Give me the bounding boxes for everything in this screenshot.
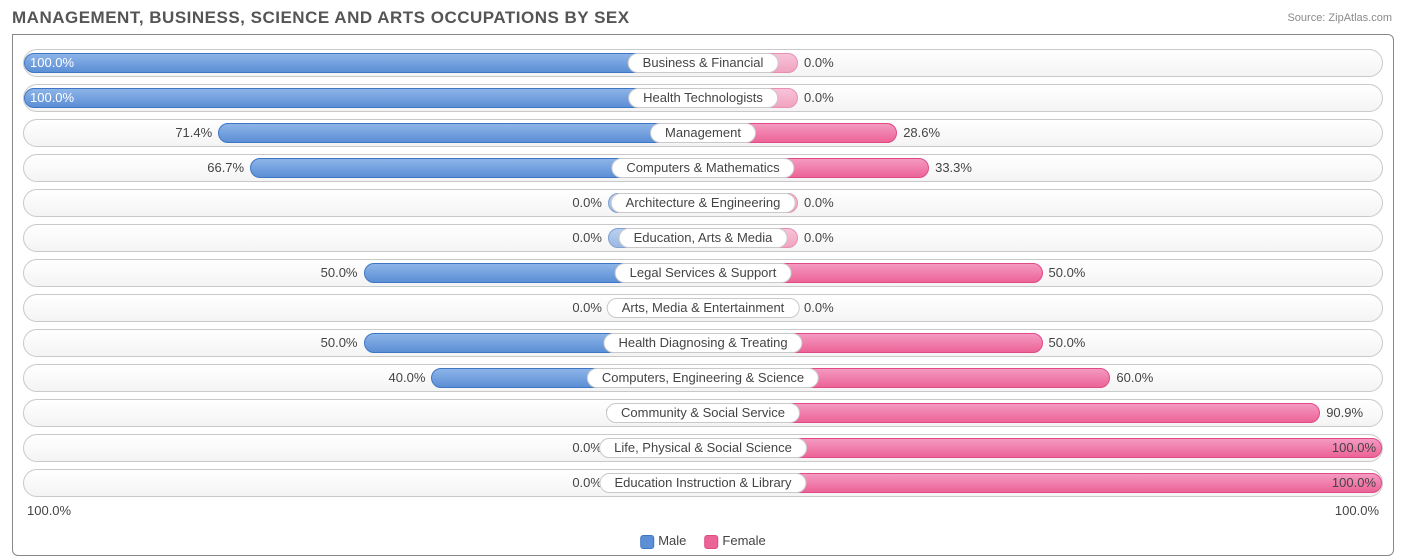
female-pct-label: 50.0% — [1049, 335, 1086, 350]
chart-title: MANAGEMENT, BUSINESS, SCIENCE AND ARTS O… — [12, 8, 1394, 28]
bar-row: 71.4% 28.6% Management — [23, 119, 1383, 147]
bar-row: 0.0% 0.0% Arts, Media & Entertainment — [23, 294, 1383, 322]
female-pct-label: 100.0% — [1332, 440, 1376, 455]
bar-row: 9.1%90.9%Community & Social Service — [23, 399, 1383, 427]
male-pct-label: 100.0% — [30, 55, 74, 70]
category-label: Arts, Media & Entertainment — [607, 298, 800, 318]
bar-row: 50.0% 50.0% Health Diagnosing & Treating — [23, 329, 1383, 357]
category-label: Health Diagnosing & Treating — [603, 333, 802, 353]
male-pct-label: 71.4% — [175, 125, 212, 140]
category-label: Computers, Engineering & Science — [587, 368, 819, 388]
female-pct-label: 90.9% — [1326, 405, 1363, 420]
female-pct-label: 0.0% — [804, 300, 834, 315]
source-attribution: Source: ZipAtlas.com — [1287, 12, 1392, 24]
female-pct-label: 60.0% — [1116, 370, 1153, 385]
category-label: Health Technologists — [628, 88, 778, 108]
bar-row: 0.0% 100.0% Education Instruction & Librar… — [23, 469, 1383, 497]
male-pct-label: 50.0% — [321, 265, 358, 280]
female-pct-label: 0.0% — [804, 90, 834, 105]
male-bar — [24, 53, 703, 73]
bar-row: 66.7% 33.3% Computers & Mathematics — [23, 154, 1383, 182]
male-pct-label: 0.0% — [572, 300, 602, 315]
male-pct-label: 50.0% — [321, 335, 358, 350]
bar-row: 100.0% 0.0% Business & Financial — [23, 49, 1383, 77]
bar-row: 0.0% 0.0% Architecture & Engineering — [23, 189, 1383, 217]
male-swatch — [640, 535, 654, 549]
bar-row: 40.0% 60.0% Computers, Engineering & Scien… — [23, 364, 1383, 392]
category-label: Community & Social Service — [606, 403, 800, 423]
male-pct-label: 40.0% — [389, 370, 426, 385]
legend-female: Female — [704, 533, 765, 549]
axis-right-label: 100.0% — [1335, 503, 1379, 518]
bar-rows: 100.0%0.0%Business & Financial100.0%0.0%… — [23, 49, 1383, 497]
male-pct-label: 100.0% — [30, 90, 74, 105]
category-label: Architecture & Engineering — [611, 193, 796, 213]
category-label: Life, Physical & Social Science — [599, 438, 807, 458]
legend-female-label: Female — [722, 533, 765, 548]
category-label: Legal Services & Support — [615, 263, 792, 283]
female-pct-label: 0.0% — [804, 230, 834, 245]
male-pct-label: 0.0% — [572, 475, 602, 490]
category-label: Education Instruction & Library — [599, 473, 806, 493]
bar-row: 0.0% 100.0% Life, Physical & Social Scienc… — [23, 434, 1383, 462]
female-swatch — [704, 535, 718, 549]
category-label: Education, Arts & Media — [619, 228, 788, 248]
category-label: Computers & Mathematics — [611, 158, 794, 178]
male-pct-label: 0.0% — [572, 230, 602, 245]
x-axis: 100.0% 100.0% — [23, 503, 1383, 518]
female-pct-label: 28.6% — [903, 125, 940, 140]
legend-male: Male — [640, 533, 686, 549]
bar-row: 0.0% 0.0% Education, Arts & Media — [23, 224, 1383, 252]
bar-row: 100.0% 0.0% Health Technologists — [23, 84, 1383, 112]
female-pct-label: 0.0% — [804, 55, 834, 70]
male-pct-label: 0.0% — [572, 440, 602, 455]
axis-left-label: 100.0% — [27, 503, 71, 518]
female-pct-label: 100.0% — [1332, 475, 1376, 490]
male-pct-label: 66.7% — [207, 160, 244, 175]
legend-male-label: Male — [658, 533, 686, 548]
category-label: Management — [650, 123, 756, 143]
female-pct-label: 33.3% — [935, 160, 972, 175]
legend: Male Female — [640, 533, 766, 549]
male-bar — [218, 123, 703, 143]
male-pct-label: 0.0% — [572, 195, 602, 210]
category-label: Business & Financial — [628, 53, 779, 73]
bar-row: 50.0% 50.0% Legal Services & Support — [23, 259, 1383, 287]
chart-container: 100.0%0.0%Business & Financial100.0%0.0%… — [12, 34, 1394, 556]
female-pct-label: 0.0% — [804, 195, 834, 210]
female-pct-label: 50.0% — [1049, 265, 1086, 280]
male-bar — [24, 88, 703, 108]
